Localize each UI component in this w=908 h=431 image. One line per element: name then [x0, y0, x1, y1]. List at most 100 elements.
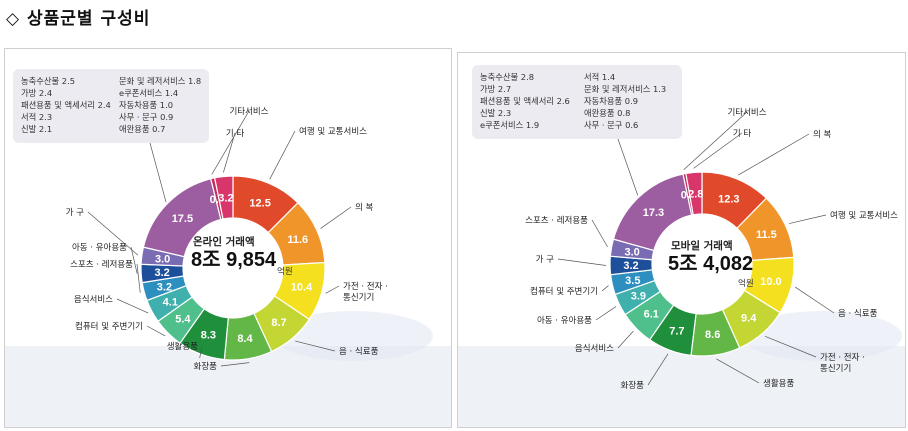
category-label: 스포츠 · 레저용품 — [70, 260, 133, 270]
leader-line — [591, 219, 608, 248]
leader-line — [220, 362, 250, 367]
category-label: 기 타 — [733, 129, 752, 139]
segment-value-label: 2.8 — [688, 188, 703, 200]
leader-line — [269, 130, 296, 180]
segment-value-label: 8.7 — [271, 317, 286, 329]
leader-line — [794, 286, 835, 314]
others-leader-line — [617, 138, 639, 196]
others-leader-line — [149, 142, 167, 203]
category-label: 아동 · 유아용품 — [72, 242, 127, 253]
segment-value-label: 17.5 — [172, 213, 193, 225]
segment-value-label: 10.4 — [291, 282, 313, 294]
category-label: 여행 및 교통서비스 — [299, 126, 367, 137]
center-value: 5조 4,082 — [668, 253, 753, 275]
leader-line — [130, 246, 138, 274]
category-label: 의 복 — [813, 129, 832, 140]
segment-value-label: 3.2 — [157, 281, 172, 293]
category-label: 화장품 — [621, 380, 645, 391]
category-label: 생활용품 — [167, 341, 198, 352]
leader-line — [295, 340, 336, 352]
category-label: 음식서비스 — [74, 295, 113, 305]
leader-line — [601, 285, 609, 292]
leader-line — [199, 345, 203, 359]
leader-line — [738, 133, 810, 176]
category-label: 스포츠 · 레저용품 — [525, 216, 588, 226]
segment-value-label: 3.0 — [155, 253, 170, 265]
category-label: 통신기기 — [820, 364, 851, 374]
leader-line — [617, 330, 634, 349]
segment-value-label: 8.3 — [201, 330, 216, 342]
segment-value-label: 7.7 — [669, 325, 684, 337]
segment-value-label: 10.0 — [760, 276, 781, 288]
category-label: 음 · 식료품 — [838, 309, 878, 319]
segment-value-label: 3.5 — [625, 275, 640, 287]
segment-value-label: 8.6 — [705, 329, 720, 341]
online-donut-chart: 12.5 여행 및 교통서비스 11.6 의 복 10.4 가전 · 전자 ·통신기기 8.… — [5, 107, 451, 427]
category-label: 음식서비스 — [575, 344, 614, 354]
page-title: ◇ 상품군별 구성비 — [6, 9, 151, 29]
category-label: 컴퓨터 및 주변기기 — [530, 286, 598, 297]
leader-line — [320, 206, 352, 229]
category-label: 의 복 — [355, 202, 374, 213]
segment-value-label: 11.6 — [287, 234, 308, 246]
segment-value-label: 5.4 — [175, 313, 191, 325]
others-legend-box: 농축수산물 2.5 가방 2.4 패션용품 및 액세서리 2.4 서적 2.3 … — [13, 69, 209, 143]
category-label: 가전 · 전자 · — [820, 352, 865, 363]
others-legend-col1: 농축수산물 2.5 가방 2.4 패션용품 및 액세서리 2.4 서적 2.3 … — [21, 76, 111, 134]
center-unit: 억원 — [277, 266, 293, 277]
others-legend-box: 농축수산물 2.8 가방 2.7 패션용품 및 액세서리 2.6 신발 2.3 … — [472, 65, 682, 139]
leader-line — [136, 263, 141, 293]
segment-value-label: 3.2 — [623, 260, 638, 272]
leader-line — [223, 132, 236, 173]
segment-value-label: 11.5 — [756, 229, 777, 241]
leader-line — [146, 325, 166, 337]
segment-value-label: 3.2 — [154, 267, 169, 279]
center-label: 온라인 거래액 — [193, 235, 255, 248]
segment-value-label: 3.9 — [631, 290, 646, 302]
category-label: 화장품 — [194, 361, 218, 372]
others-legend-col2: 서적 1.4 문화 및 레저서비스 1.3 자동차용품 0.9 애완용품 0.8… — [584, 72, 667, 130]
category-label: 가전 · 전자 · — [343, 281, 388, 292]
others-legend-col2: 문화 및 레저서비스 1.8 e쿠폰서비스 1.4 자동차용품 1.0 사무 ·… — [119, 76, 202, 134]
category-label: 여행 및 교통서비스 — [830, 210, 898, 221]
segment-value-label: 3.2 — [218, 192, 233, 204]
mobile-chart-panel: 농축수산물 2.8 가방 2.7 패션용품 및 액세서리 2.6 신발 2.3 … — [457, 52, 906, 428]
segment-value-label: 9.4 — [741, 312, 757, 324]
center-label: 모바일 거래액 — [671, 239, 733, 252]
leader-line — [87, 211, 139, 256]
online-chart-panel: 농축수산물 2.5 가방 2.4 패션용품 및 액세서리 2.4 서적 2.3 … — [4, 48, 452, 428]
category-label: 기타서비스 — [229, 107, 268, 117]
leader-line — [693, 132, 743, 169]
segment-value-label: 6.1 — [644, 309, 659, 321]
others-legend-col1: 농축수산물 2.8 가방 2.7 패션용품 및 액세서리 2.6 신발 2.3 … — [480, 72, 570, 130]
leader-line — [765, 335, 817, 358]
category-label: 컴퓨터 및 주변기기 — [75, 321, 143, 332]
segment-value-label: 8.4 — [237, 333, 253, 345]
category-label: 가 구 — [536, 255, 555, 265]
leader-line — [116, 298, 149, 314]
segment-value-label: 12.5 — [249, 197, 270, 209]
leader-line — [557, 258, 607, 266]
category-label: 가 구 — [66, 208, 85, 218]
leader-line — [683, 111, 748, 171]
segment-value-label: 17.3 — [643, 207, 664, 219]
leader-line — [789, 214, 827, 224]
category-label: 기 타 — [226, 129, 245, 139]
leader-line — [595, 306, 617, 321]
segment-value-label: 4.1 — [163, 296, 178, 308]
leader-line — [647, 353, 669, 386]
center-value: 8조 9,854 — [191, 249, 277, 271]
leader-line — [325, 285, 340, 294]
leader-line — [211, 110, 250, 175]
segment-value-label: 3.0 — [624, 246, 639, 258]
mobile-donut-chart: 12.3 의 복 11.5 여행 및 교통서비스 10.0 음 · 식료품 9.4 가전 · … — [458, 108, 905, 427]
center-unit: 억원 — [738, 278, 754, 289]
donut-segment-other — [213, 175, 234, 220]
category-label: 음 · 식료품 — [339, 347, 379, 357]
category-label: 생활용품 — [763, 378, 794, 389]
donut-segment-other — [685, 171, 703, 216]
leader-line — [716, 358, 760, 384]
category-label: 통신기기 — [343, 293, 374, 303]
category-label: 아동 · 유아용품 — [537, 315, 592, 326]
segment-value-label: 12.3 — [718, 193, 739, 205]
